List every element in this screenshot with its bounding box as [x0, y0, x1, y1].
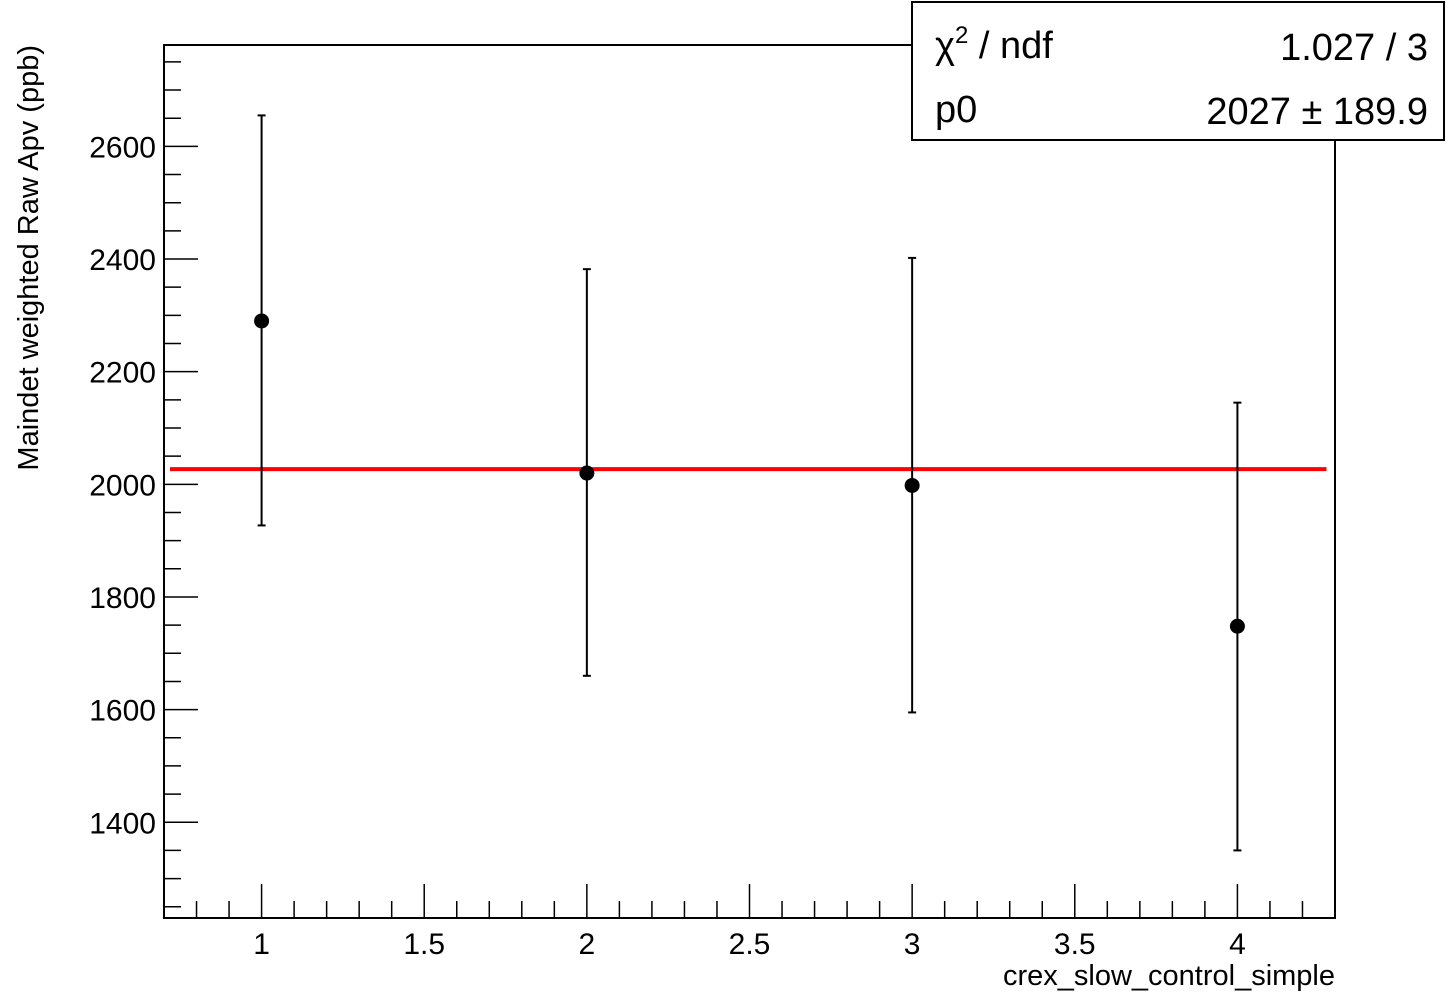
chi2-superscript: 2 [955, 22, 968, 49]
y-axis-title: Maindet weighted Raw Apv (ppb) [13, 45, 45, 471]
x-tick-label: 4 [1229, 928, 1246, 961]
y-tick-label: 2400 [89, 244, 156, 277]
chi2-suffix: / ndf [968, 25, 1053, 67]
data-point [904, 477, 920, 493]
plot-frame [163, 44, 1336, 919]
stats-box: χ2 / ndf 1.027 / 3 p0 2027 ± 189.9 [911, 1, 1445, 141]
chi2-value: 1.027 / 3 [1280, 27, 1428, 69]
y-tick-label: 2200 [89, 357, 156, 390]
chi2-label: χ2 / ndf [935, 22, 1053, 67]
p0-label: p0 [935, 89, 977, 131]
data-point [1229, 618, 1245, 634]
stats-box-frame [911, 1, 1445, 141]
y-tick-label: 2600 [89, 131, 156, 164]
y-tick-label: 1600 [89, 695, 156, 728]
data-point [579, 465, 595, 481]
x-axis-title: crex_slow_control_simple [1003, 960, 1335, 992]
p0-value: 2027 ± 189.9 [1206, 91, 1428, 133]
chi2-symbol: χ [935, 25, 955, 67]
y-axis: 1400 1600 1800 2000 2200 2400 2600 [89, 61, 198, 908]
y-tick-label: 1800 [89, 582, 156, 615]
x-tick-label: 3 [904, 928, 921, 961]
x-tick-label: 2 [579, 928, 596, 961]
x-tick-label: 1.5 [403, 928, 445, 961]
x-tick-label: 1 [253, 928, 270, 961]
data-point [254, 313, 270, 329]
y-tick-label: 2000 [89, 469, 156, 502]
y-tick-label: 1400 [89, 807, 156, 840]
x-tick-label: 3.5 [1054, 928, 1096, 961]
x-tick-label: 2.5 [729, 928, 771, 961]
x-axis: 1 1.5 2 2.5 3 3.5 4 [163, 884, 1336, 961]
data-points [254, 114, 1245, 852]
